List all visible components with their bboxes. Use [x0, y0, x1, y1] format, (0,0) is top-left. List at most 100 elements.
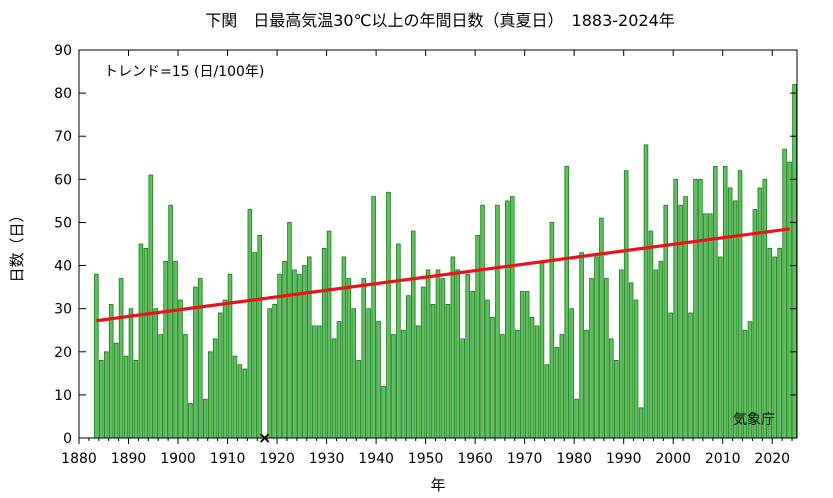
- bar-1931: [331, 338, 337, 439]
- bar-1906: [207, 351, 213, 439]
- bar-2017: [757, 187, 763, 439]
- bar-1993: [638, 407, 644, 439]
- bar-1941: [381, 385, 386, 439]
- bar-1890: [128, 308, 134, 439]
- bar-1956: [455, 269, 461, 439]
- bar-1974: [544, 364, 550, 439]
- bar-1954: [445, 303, 451, 439]
- plot-frame: [78, 49, 798, 439]
- bar-1970: [524, 291, 530, 439]
- bar-1951: [430, 303, 436, 439]
- bar-1963: [490, 316, 495, 439]
- bar-2007: [708, 213, 713, 439]
- x-tick-label-2020: 2020: [754, 451, 790, 467]
- bar-2011: [727, 187, 733, 439]
- x-tick-label-1950: 1950: [408, 451, 444, 467]
- bar-1892: [138, 243, 144, 439]
- bar-2023: [787, 161, 792, 439]
- bar-1994: [643, 144, 649, 439]
- bar-1966: [505, 200, 510, 439]
- bar-1895: [153, 308, 159, 439]
- bar-1905: [202, 398, 208, 439]
- bar-1910: [227, 273, 233, 439]
- bar-1949: [420, 286, 426, 439]
- plot-area: 0 10 20 30 40 50 60 70 80 90 1880 1890 1900 1910 1920 1…: [54, 43, 798, 467]
- bar-1968: [514, 329, 520, 439]
- bar-2016: [752, 209, 758, 439]
- bar-1907: [212, 338, 218, 439]
- bar-2001: [678, 204, 683, 439]
- bar-2005: [698, 178, 703, 439]
- bar-1984: [594, 256, 599, 439]
- x-tick-label-1890: 1890: [111, 451, 147, 467]
- bar-1964: [495, 204, 500, 439]
- bar-1936: [356, 359, 362, 439]
- x-axis-label: 年: [430, 476, 445, 494]
- bar-1886: [108, 303, 114, 439]
- bar-1885: [103, 351, 109, 439]
- bar-1950: [425, 269, 431, 439]
- bar-1922: [287, 222, 292, 439]
- x-tick-label-1960: 1960: [457, 451, 493, 467]
- y-axis-label: 日数（日）: [8, 207, 26, 282]
- bar-1915: [252, 252, 258, 439]
- bar-1947: [410, 230, 416, 439]
- bar-1943: [391, 334, 396, 439]
- bar-1887: [113, 342, 119, 439]
- bar-1952: [435, 269, 441, 439]
- bar-1902: [188, 403, 193, 439]
- bar-1982: [584, 329, 589, 439]
- bar-1927: [311, 325, 317, 439]
- bar-1944: [396, 243, 401, 439]
- bar-2008: [713, 165, 718, 439]
- x-tick-label-1910: 1910: [210, 451, 246, 467]
- bar-1914: [247, 209, 253, 439]
- bar-1971: [529, 316, 535, 439]
- bar-1960: [475, 234, 480, 439]
- bar-1911: [232, 355, 238, 439]
- bar-2018: [762, 178, 768, 439]
- bar-1901: [183, 334, 188, 439]
- bar-1916: [257, 234, 263, 439]
- bar-1937: [361, 278, 367, 439]
- bar-1932: [336, 321, 342, 439]
- x-tick-label-2000: 2000: [655, 451, 691, 467]
- bar-1986: [604, 278, 609, 439]
- bar-1965: [500, 334, 505, 439]
- x-tick-label-1930: 1930: [309, 451, 345, 467]
- trend-line: [96, 227, 790, 323]
- y-tick-label-60: 60: [54, 172, 72, 188]
- bar-1969: [519, 291, 525, 439]
- bar-1975: [549, 222, 555, 439]
- bar-1978: [564, 165, 570, 439]
- bar-2009: [717, 256, 723, 439]
- bar-1935: [351, 308, 357, 439]
- bar-1977: [559, 334, 565, 439]
- bar-2024: [792, 84, 797, 439]
- bar-1992: [633, 299, 639, 439]
- bar-1961: [480, 204, 485, 439]
- bar-1891: [133, 359, 139, 439]
- bar-1981: [579, 252, 584, 439]
- bar-1919: [272, 303, 277, 439]
- y-tick-label-80: 80: [54, 86, 72, 102]
- bar-1999: [668, 312, 674, 439]
- bar-1980: [574, 398, 579, 439]
- bar-2000: [673, 178, 678, 439]
- bar-2020: [772, 256, 777, 439]
- x-tick-label-1880: 1880: [61, 451, 97, 467]
- bar-1997: [658, 260, 664, 439]
- bar-1985: [599, 217, 604, 439]
- bar-1903: [193, 286, 198, 439]
- bar-2022: [782, 148, 787, 439]
- bar-1929: [321, 247, 327, 439]
- bar-1983: [589, 278, 594, 439]
- bar-1955: [450, 256, 456, 439]
- bar-2021: [777, 247, 782, 439]
- bar-1957: [460, 338, 466, 439]
- y-tick-label-0: 0: [63, 431, 72, 447]
- bar-1900: [178, 299, 183, 439]
- bar-1899: [173, 260, 178, 439]
- bar-1920: [277, 273, 282, 439]
- bar-1942: [386, 191, 391, 439]
